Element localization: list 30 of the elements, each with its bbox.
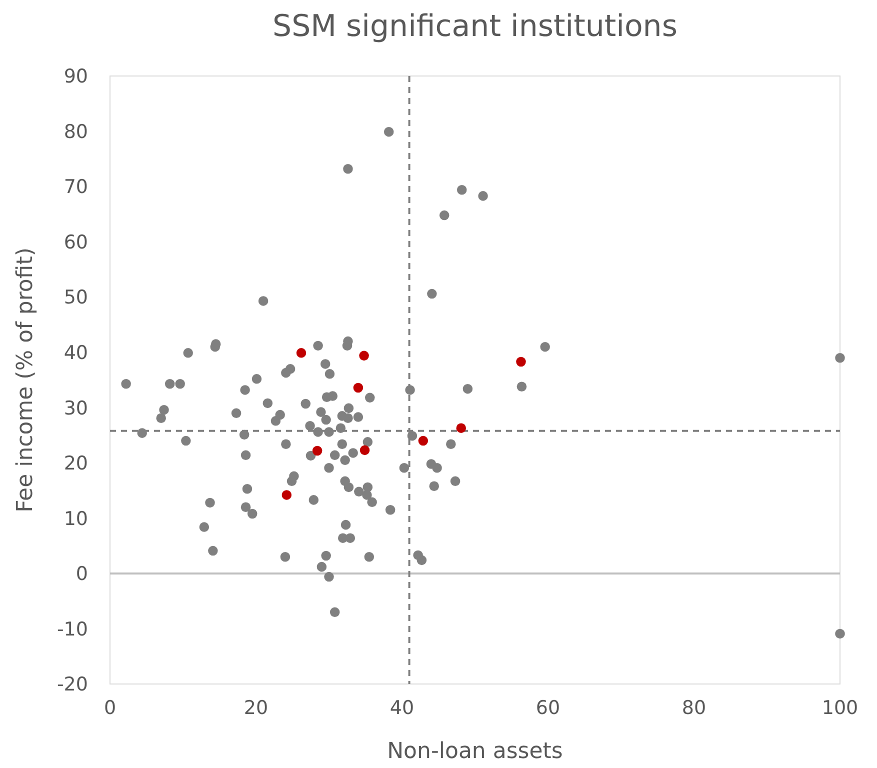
y-tick-label: 30 — [64, 397, 88, 420]
y-tick-label: -10 — [56, 618, 88, 640]
y-tick-label: 20 — [64, 452, 88, 475]
y-tick-label: -20 — [56, 674, 88, 696]
x-tick-label: 20 — [244, 697, 268, 719]
point — [282, 490, 292, 500]
x-tick-label: 40 — [390, 697, 414, 719]
y-tick-label: 0 — [76, 563, 88, 586]
y-tick-label: 90 — [64, 66, 88, 88]
x-tick-label: 80 — [682, 697, 706, 719]
y-tick-label: 50 — [64, 286, 88, 309]
point — [456, 423, 466, 433]
point — [359, 350, 369, 361]
point — [360, 445, 370, 456]
point — [418, 436, 428, 446]
y-tick-label: 10 — [64, 508, 88, 530]
y-axis-title: Fee income (% of profit) — [13, 248, 38, 512]
y-tick-label: 70 — [64, 176, 88, 198]
y-tick-label: 80 — [64, 120, 88, 143]
point — [312, 446, 322, 456]
y-tick-label: 60 — [64, 231, 88, 254]
x-axis-title: Non-loan assets — [387, 739, 563, 764]
x-tick-label: 100 — [822, 697, 858, 719]
point — [516, 356, 526, 367]
x-tick-label: 0 — [104, 697, 116, 719]
y-tick-label: 40 — [64, 342, 88, 364]
x-tick-label: 60 — [536, 697, 560, 719]
chart-title: SSM significant institutions — [272, 9, 678, 44]
point — [353, 382, 364, 393]
point — [296, 348, 306, 358]
